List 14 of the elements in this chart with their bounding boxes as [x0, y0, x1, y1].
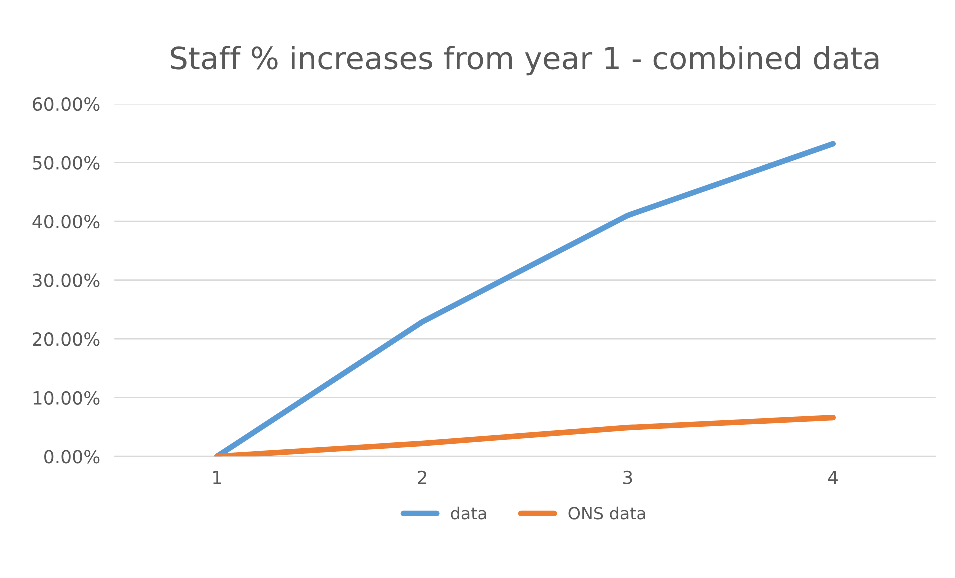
y-tick-label: 20.00%	[33, 332, 100, 346]
x-tick-label: 4	[828, 471, 838, 484]
x-tick-label: 2	[418, 470, 427, 484]
x-tick-label: 1	[214, 471, 222, 484]
legend-label: ONS data	[568, 506, 646, 520]
legend-label: data	[451, 506, 486, 520]
y-tick-label: 50.00%	[33, 156, 100, 170]
y-tick-label: 10.00%	[34, 391, 100, 405]
chart-title: Staff % increases from year 1 - combined data	[171, 46, 879, 76]
y-tick-label: 40.00%	[32, 215, 100, 229]
y-tick-label: 60.00%	[33, 98, 100, 112]
x-tick-label: 3	[624, 470, 632, 484]
y-tick-label: 30.00%	[33, 274, 100, 288]
y-tick-label: 0.00%	[44, 450, 100, 464]
